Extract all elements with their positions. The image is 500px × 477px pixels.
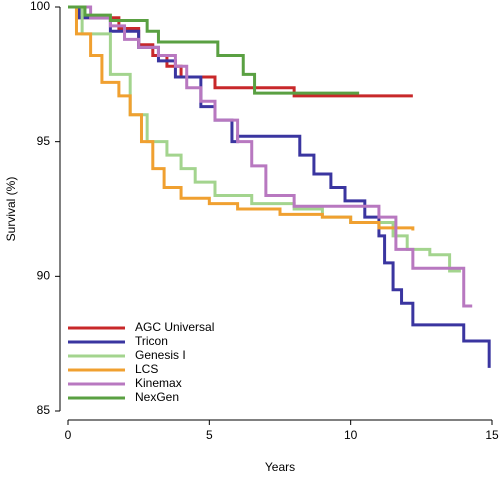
x-tick-label: 10: [344, 428, 358, 442]
legend-label: AGC Universal: [135, 320, 214, 334]
legend-label: Genesis I: [135, 348, 186, 362]
survival-curve: [68, 5, 491, 368]
y-tick-label: 85: [37, 403, 51, 417]
y-tick-label: 95: [37, 134, 51, 148]
legend-label: Tricon: [135, 334, 168, 348]
legend-label: Kinemax: [135, 376, 182, 390]
x-tick-label: 15: [485, 428, 499, 442]
survival-curve: [68, 5, 415, 231]
y-tick-label: 100: [30, 0, 50, 13]
survival-curve: [68, 5, 461, 273]
y-axis-label: Survival (%): [4, 177, 18, 242]
legend-label: NexGen: [135, 390, 179, 404]
x-axis-label: Years: [265, 460, 295, 474]
legend-label: LCS: [135, 362, 158, 376]
x-tick-label: 5: [206, 428, 213, 442]
survival-curve: [68, 5, 360, 95]
survival-curve: [68, 5, 473, 308]
y-tick-label: 90: [37, 269, 51, 283]
x-tick-label: 0: [65, 428, 72, 442]
